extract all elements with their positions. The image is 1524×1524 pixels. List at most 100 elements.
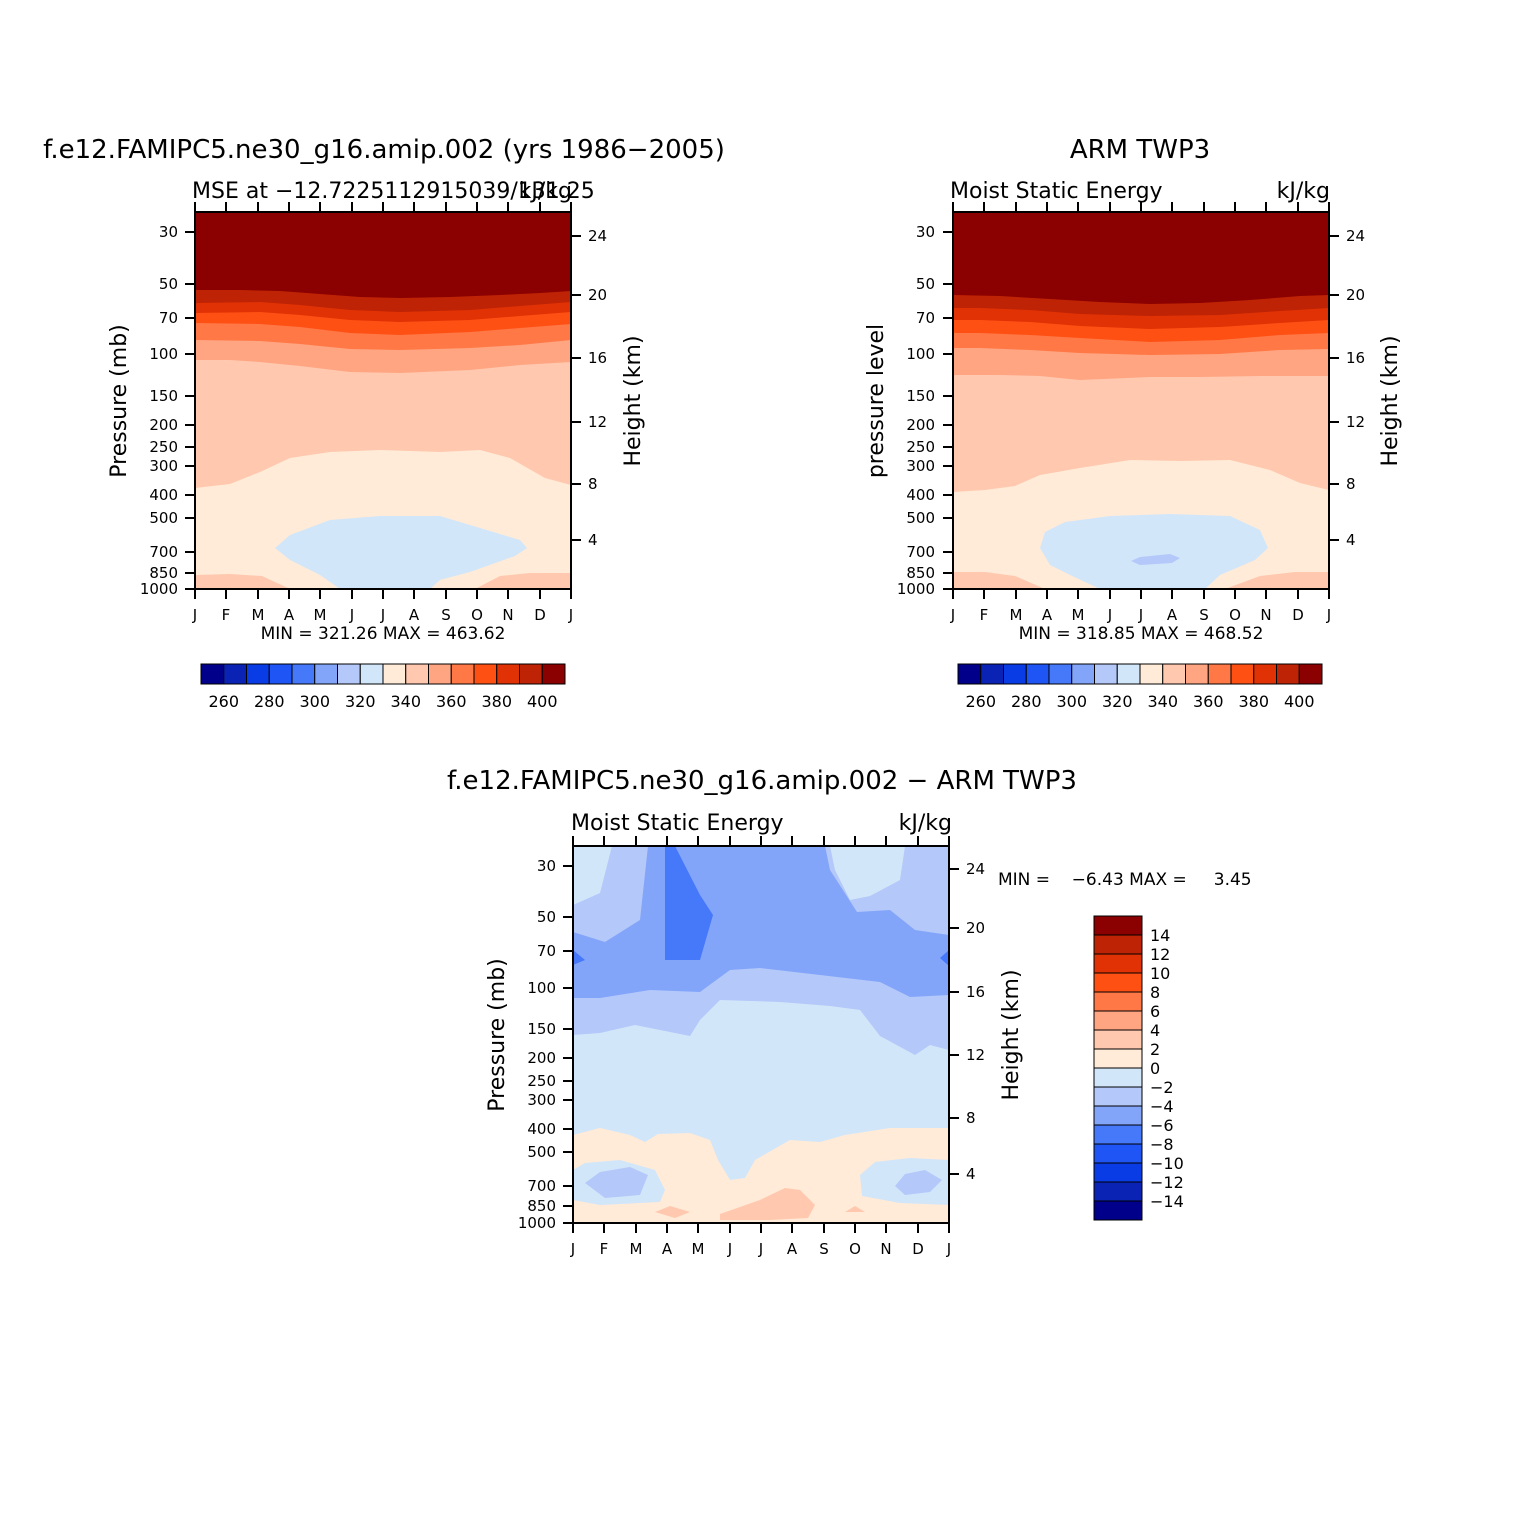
x-tick-label: M <box>630 1240 643 1258</box>
colorbar-label: 380 <box>1238 692 1269 711</box>
height-tick-label: 24 <box>966 860 985 878</box>
colorbar-label: 6 <box>1150 1002 1160 1021</box>
contour-fill <box>573 1128 949 1223</box>
x-tick-label: D <box>534 606 546 624</box>
panel-model-right-string: kJ/kg <box>519 179 572 204</box>
y-tick-label: 1000 <box>140 580 178 598</box>
colorbar-swatch <box>1025 663 1050 685</box>
y-tick-label: 1000 <box>518 1214 556 1232</box>
panel-obs-stats: MIN = 318.85 MAX = 468.52 <box>1019 624 1264 644</box>
x-tick-label: F <box>600 1240 609 1258</box>
panel-obs: ARM TWP3 Moist Static Energy kJ/kg <box>864 135 1403 711</box>
y-tick-label: 400 <box>906 486 935 504</box>
panel-obs-colorbar: 260 280 300 320 340 360 380 400 <box>957 663 1323 711</box>
y-tick-label: 150 <box>527 1020 556 1038</box>
y-tick-label: 500 <box>149 509 178 527</box>
height-tick-label: 16 <box>588 349 607 367</box>
colorbar-swatch <box>1003 663 1027 685</box>
panel-model-left-string: MSE at −12.7225112915039/131.25 <box>192 179 595 204</box>
colorbar-swatch <box>268 663 293 685</box>
y-tick-label: 300 <box>527 1091 556 1109</box>
panel-model-ylabel: Pressure (mb) <box>107 324 132 478</box>
contour-fill <box>1040 514 1268 589</box>
panel-obs-ylabel-right: Height (km) <box>1378 335 1403 466</box>
colorbar-swatch <box>200 663 225 685</box>
x-tick-label: J <box>570 1240 575 1258</box>
x-tick-label: D <box>1292 606 1304 624</box>
y-tick-label: 1000 <box>897 580 935 598</box>
y-tick-label: 100 <box>906 345 935 363</box>
colorbar-swatch <box>428 663 452 685</box>
height-tick-label: 16 <box>966 983 985 1001</box>
y-tick-label: 50 <box>537 908 556 926</box>
colorbar-swatch <box>1093 1124 1143 1145</box>
height-tick-label: 4 <box>588 531 598 549</box>
colorbar-label: 260 <box>208 692 239 711</box>
colorbar-label: 320 <box>345 692 376 711</box>
contour-fill <box>845 1206 865 1212</box>
colorbar-label: 300 <box>1056 692 1087 711</box>
panel-diff-y-ticks: 30 50 70 100 150 200 250 300 400 500 700… <box>518 857 573 1232</box>
height-tick-label: 16 <box>1346 349 1365 367</box>
x-tick-label: M <box>1010 606 1023 624</box>
colorbar-swatch <box>1185 663 1209 685</box>
colorbar-label: 14 <box>1150 926 1170 945</box>
colorbar-label: 340 <box>1147 692 1178 711</box>
colorbar-swatch <box>1048 663 1073 685</box>
height-tick-label: 20 <box>588 286 607 304</box>
height-tick-label: 8 <box>588 475 598 493</box>
contour-fill <box>1131 554 1180 565</box>
x-tick-label: M <box>1072 606 1085 624</box>
y-tick-label: 50 <box>916 275 935 293</box>
height-tick-label: 24 <box>1346 227 1365 245</box>
colorbar-swatch <box>291 663 316 685</box>
colorbar-swatch <box>1093 1143 1143 1164</box>
colorbar-swatch <box>1093 1029 1143 1050</box>
colorbar-label: 8 <box>1150 983 1160 1002</box>
x-tick-label: S <box>441 606 451 624</box>
contour-fill <box>275 516 527 589</box>
colorbar-label: −8 <box>1150 1135 1174 1154</box>
x-tick-label: M <box>692 1240 705 1258</box>
x-tick-label: M <box>314 606 327 624</box>
colorbar-label: 280 <box>254 692 285 711</box>
colorbar-swatch <box>1093 953 1143 974</box>
panel-model-x-ticks: J F M A M J J A S O N D J <box>192 202 573 624</box>
x-tick-label: J <box>1107 606 1112 624</box>
colorbar-swatch <box>359 663 384 685</box>
height-tick-label: 12 <box>1346 413 1365 431</box>
colorbar-swatch <box>405 663 429 685</box>
y-tick-label: 200 <box>149 416 178 434</box>
height-tick-label: 24 <box>588 227 607 245</box>
colorbar-label: 360 <box>436 692 467 711</box>
x-tick-label: A <box>284 606 295 624</box>
panel-model-ylabel-right: Height (km) <box>621 335 646 466</box>
colorbar-swatch <box>473 663 498 685</box>
contour-fill <box>195 574 290 589</box>
panel-obs-left-string: Moist Static Energy <box>950 179 1163 204</box>
colorbar-label: 300 <box>299 692 330 711</box>
y-tick-label: 250 <box>527 1072 556 1090</box>
panel-diff-title: f.e12.FAMIPC5.ne30_g16.amip.002 − ARM TW… <box>447 766 1077 796</box>
y-tick-label: 250 <box>149 438 178 456</box>
y-tick-label: 50 <box>159 275 178 293</box>
colorbar-label: 400 <box>1284 692 1315 711</box>
colorbar-swatch <box>1093 1067 1143 1088</box>
panel-model-title: f.e12.FAMIPC5.ne30_g16.amip.002 (yrs 198… <box>43 135 725 165</box>
x-tick-label: N <box>1260 606 1271 624</box>
panel-model: f.e12.FAMIPC5.ne30_g16.amip.002 (yrs 198… <box>43 135 725 711</box>
panel-obs-x-ticks: J F M A M J J A S O N D J <box>950 202 1331 624</box>
y-tick-label: 200 <box>527 1049 556 1067</box>
panel-obs-contours <box>952 211 1330 590</box>
colorbar-label: 12 <box>1150 945 1170 964</box>
x-tick-label: A <box>1167 606 1178 624</box>
panel-diff-ylabel: Pressure (mb) <box>485 958 510 1112</box>
colorbar-label: 280 <box>1011 692 1042 711</box>
panel-obs-right-string: kJ/kg <box>1277 179 1330 204</box>
contour-fill <box>1225 572 1329 589</box>
x-tick-label: S <box>819 1240 829 1258</box>
x-tick-label: J <box>192 606 197 624</box>
x-tick-label: A <box>662 1240 673 1258</box>
x-tick-label: J <box>727 1240 732 1258</box>
contour-fill <box>940 950 949 966</box>
